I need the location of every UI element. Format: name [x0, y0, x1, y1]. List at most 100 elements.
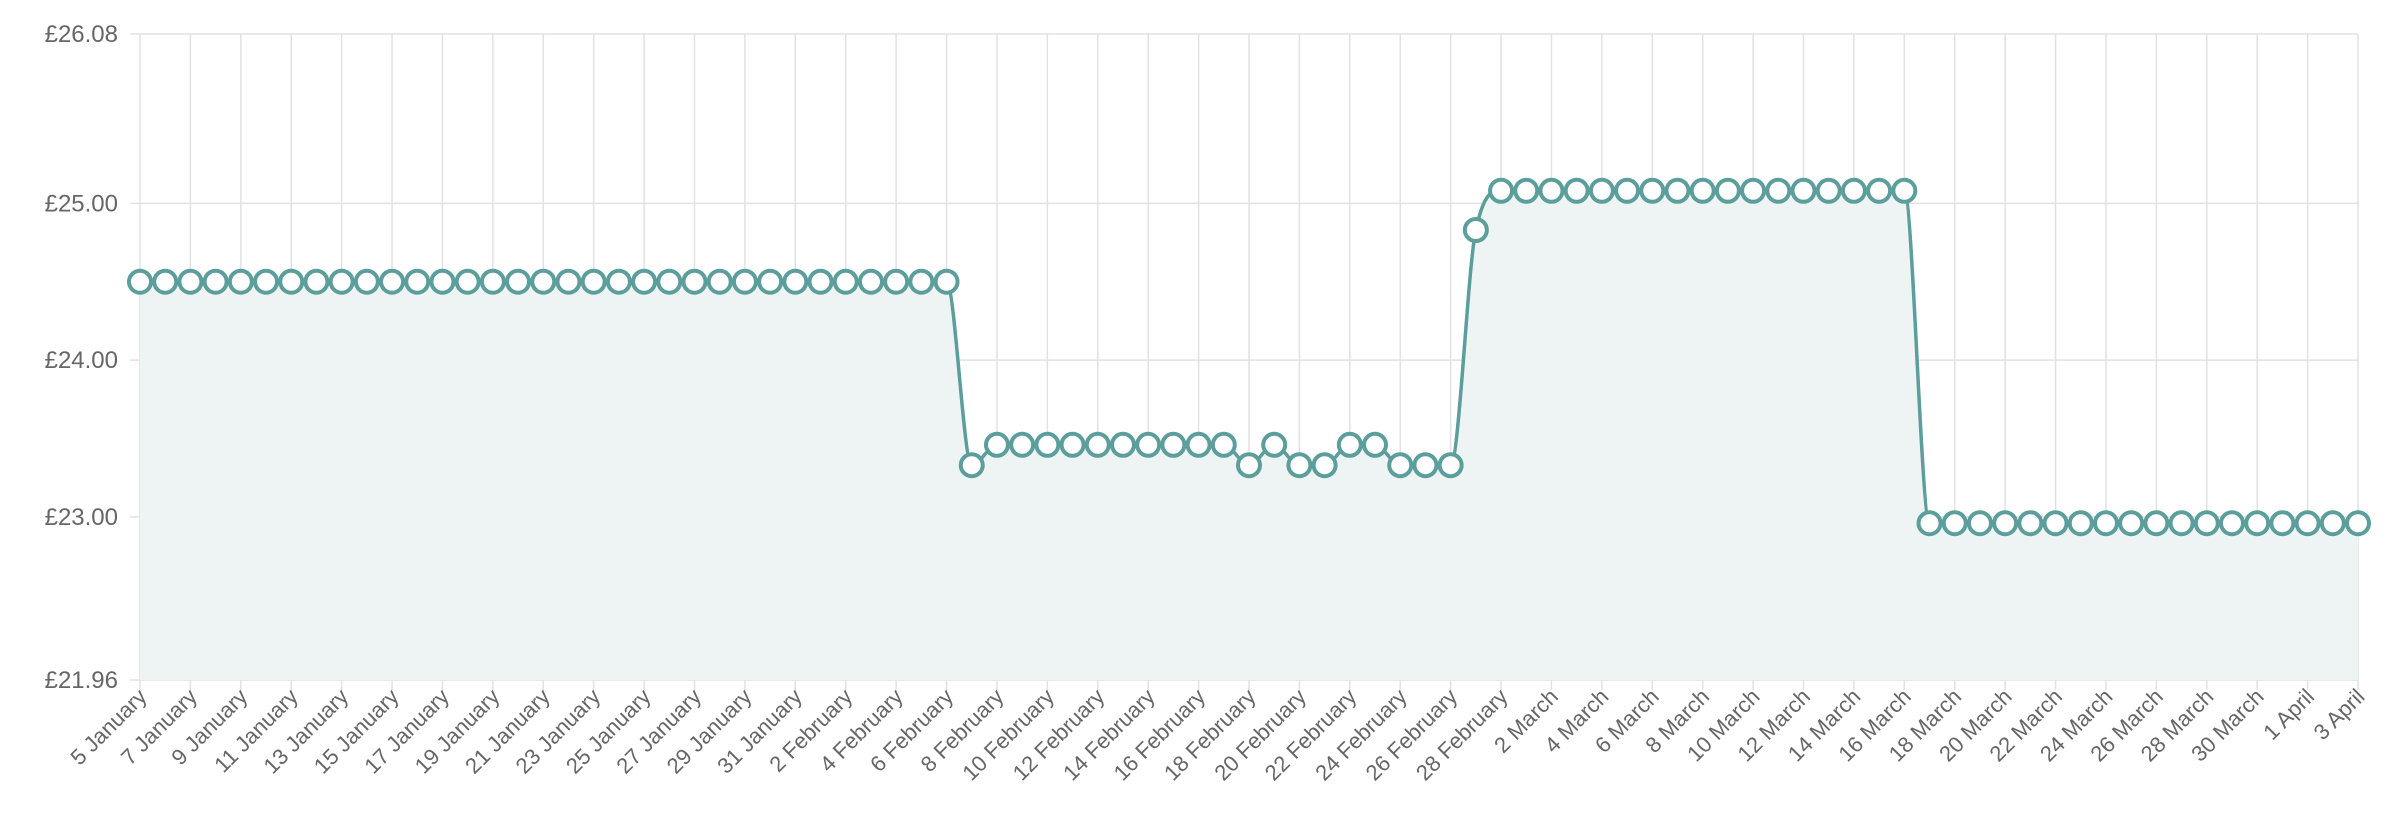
price-point[interactable] — [782, 268, 809, 295]
price-point[interactable] — [2345, 510, 2371, 537]
price-point[interactable] — [1034, 431, 1061, 458]
price-point[interactable] — [278, 268, 305, 295]
price-point[interactable] — [656, 268, 683, 295]
price-point[interactable] — [227, 268, 254, 295]
price-point[interactable] — [479, 268, 506, 295]
price-point[interactable] — [2294, 510, 2321, 537]
price-point[interactable] — [2319, 510, 2346, 537]
price-point[interactable] — [202, 268, 229, 295]
price-point[interactable] — [404, 268, 431, 295]
price-point[interactable] — [1866, 177, 1893, 204]
price-point[interactable] — [1891, 177, 1918, 204]
price-point[interactable] — [328, 268, 355, 295]
y-tick-label: £26.08 — [45, 21, 118, 48]
price-points — [127, 177, 2371, 537]
price-point[interactable] — [605, 268, 632, 295]
price-point[interactable] — [2218, 510, 2245, 537]
price-point[interactable] — [2042, 510, 2069, 537]
price-point[interactable] — [883, 268, 910, 295]
price-point[interactable] — [555, 268, 582, 295]
price-point[interactable] — [1714, 177, 1741, 204]
price-area-fill — [140, 190, 2358, 680]
price-point[interactable] — [1992, 510, 2019, 537]
price-point[interactable] — [1740, 177, 1767, 204]
price-point[interactable] — [1084, 431, 1111, 458]
price-point[interactable] — [1588, 177, 1615, 204]
price-point[interactable] — [379, 268, 406, 295]
x-tick-label: 1 April — [2258, 684, 2319, 745]
price-point[interactable] — [1462, 216, 1489, 243]
price-point[interactable] — [1916, 510, 1943, 537]
price-point[interactable] — [1437, 452, 1464, 479]
price-point[interactable] — [1311, 452, 1338, 479]
price-point[interactable] — [1513, 177, 1540, 204]
price-point[interactable] — [2269, 510, 2296, 537]
y-tick-label: £23.00 — [45, 504, 118, 531]
price-point[interactable] — [832, 268, 859, 295]
price-point[interactable] — [505, 268, 532, 295]
price-point[interactable] — [1966, 510, 1993, 537]
price-point[interactable] — [2193, 510, 2220, 537]
price-point[interactable] — [681, 268, 708, 295]
price-point[interactable] — [1765, 177, 1792, 204]
price-point[interactable] — [2092, 510, 2119, 537]
price-point[interactable] — [1840, 177, 1867, 204]
price-point[interactable] — [908, 268, 935, 295]
price-point[interactable] — [857, 268, 884, 295]
y-axis-tick-labels: £26.08 £25.00 £24.00 £23.00 £21.96 — [45, 21, 118, 694]
price-point[interactable] — [983, 431, 1010, 458]
price-point[interactable] — [1109, 431, 1136, 458]
price-point[interactable] — [2143, 510, 2170, 537]
price-point[interactable] — [1286, 452, 1313, 479]
price-point[interactable] — [1009, 431, 1036, 458]
price-point[interactable] — [177, 268, 204, 295]
price-point[interactable] — [1210, 431, 1237, 458]
price-point[interactable] — [1185, 431, 1212, 458]
price-point[interactable] — [454, 268, 481, 295]
price-point[interactable] — [152, 268, 179, 295]
price-point[interactable] — [1160, 431, 1187, 458]
price-point[interactable] — [958, 452, 985, 479]
price-point[interactable] — [2017, 510, 2044, 537]
price-point[interactable] — [1941, 510, 1968, 537]
price-point[interactable] — [429, 268, 456, 295]
price-point[interactable] — [1689, 177, 1716, 204]
price-point[interactable] — [933, 268, 960, 295]
price-point[interactable] — [1336, 431, 1363, 458]
price-point[interactable] — [1790, 177, 1817, 204]
price-point[interactable] — [530, 268, 557, 295]
price-point[interactable] — [631, 268, 658, 295]
price-point[interactable] — [2244, 510, 2271, 537]
price-point[interactable] — [1236, 452, 1262, 479]
price-point[interactable] — [807, 268, 834, 295]
price-point[interactable] — [1261, 431, 1288, 458]
price-point[interactable] — [580, 268, 607, 295]
price-point[interactable] — [1387, 452, 1414, 479]
price-point[interactable] — [706, 268, 733, 295]
price-point[interactable] — [2118, 510, 2145, 537]
price-point[interactable] — [1412, 452, 1439, 479]
price-point[interactable] — [1362, 431, 1389, 458]
price-point[interactable] — [253, 268, 280, 295]
price-point[interactable] — [2168, 510, 2195, 537]
price-point[interactable] — [1664, 177, 1691, 204]
y-tick-label: £25.00 — [45, 190, 118, 217]
price-point[interactable] — [353, 268, 380, 295]
x-tick-label: 3 April — [2309, 684, 2370, 745]
price-point[interactable] — [303, 268, 330, 295]
price-point[interactable] — [1639, 177, 1666, 204]
price-point[interactable] — [2067, 510, 2094, 537]
price-point[interactable] — [1614, 177, 1641, 204]
price-point[interactable] — [1059, 431, 1086, 458]
price-point[interactable] — [127, 268, 153, 295]
price-point[interactable] — [1488, 177, 1515, 204]
price-point[interactable] — [731, 268, 758, 295]
price-point[interactable] — [757, 268, 784, 295]
price-point[interactable] — [1538, 177, 1565, 204]
price-point[interactable] — [1135, 431, 1162, 458]
price-point[interactable] — [1815, 177, 1842, 204]
y-tick-label: £24.00 — [45, 347, 118, 374]
price-point[interactable] — [1563, 177, 1590, 204]
